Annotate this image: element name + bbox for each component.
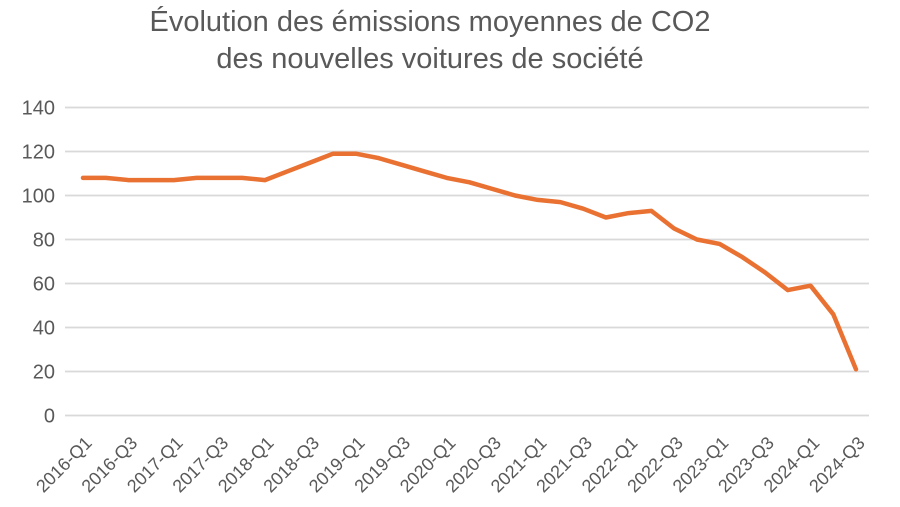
chart-title-line-2: des nouvelles voitures de société (216, 43, 644, 75)
y-axis-tick-label: 0 (44, 406, 55, 428)
y-axis-tick-label: 120 (22, 142, 55, 164)
y-axis-tick-label: 80 (33, 230, 55, 252)
chart-title-line-1: Évolution des émissions moyennes de CO2 (149, 6, 711, 38)
y-axis-tick-label: 60 (33, 274, 55, 296)
y-axis-tick-label: 40 (33, 318, 55, 340)
y-axis-tick-label: 20 (33, 362, 55, 384)
y-axis-tick-label: 140 (22, 98, 55, 120)
co2-emissions-series-line (80, 151, 859, 372)
chart-title: Évolution des émissions moyennes de CO2 … (0, 4, 860, 78)
y-axis-tick-label: 100 (22, 186, 55, 208)
